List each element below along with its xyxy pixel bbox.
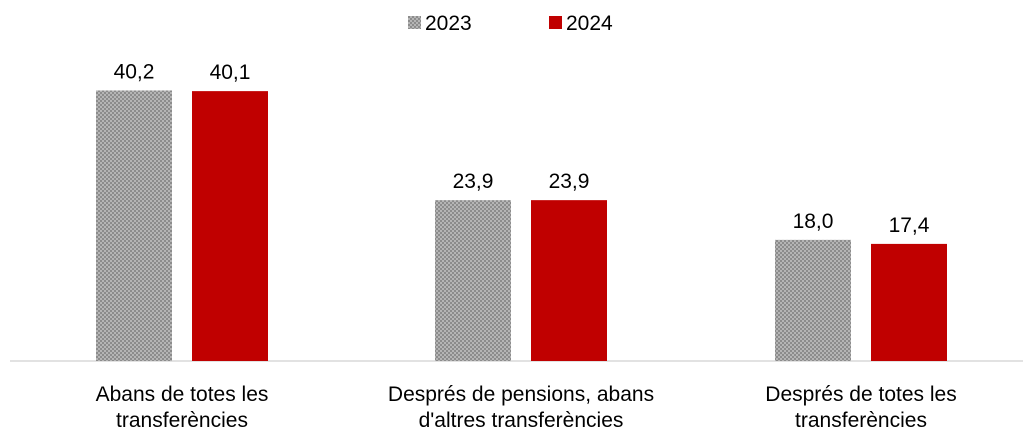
plot-area: 40,2 23,9 18,0 40,1 23,9 17,4 Abans de totes l… [10,60,1023,432]
data-label-2024-3: 17,4 [889,214,930,237]
category-label-3-line-2: transferències [795,409,927,432]
bar-2023-2 [435,200,511,361]
legend-swatch-2024 [549,16,562,29]
bar-2024-1 [192,91,268,361]
legend-swatch-2023 [408,16,421,29]
category-label-2-line-1: Després de pensions, abans [388,383,654,406]
data-label-2024-1: 40,1 [210,61,251,84]
data-label-2023-3: 18,0 [793,210,834,233]
bar-2023-3 [775,239,851,361]
category-label-3-line-1: Després de totes les [765,383,956,406]
data-label-2024-2: 23,9 [549,170,590,193]
data-label-2023-2: 23,9 [453,170,494,193]
bar-2024-3 [871,243,947,361]
data-label-2023-1: 40,2 [114,60,155,83]
legend: 2023 2024 [408,12,613,35]
bar-2024-2 [531,200,607,361]
legend-label-2024: 2024 [566,12,613,35]
category-label-1-line-2: transferències [116,409,248,432]
category-label-2-line-2: d'altres transferències [419,409,624,432]
bar-2023-1 [96,90,172,361]
category-label-1-line-1: Abans de totes les [96,383,269,406]
legend-label-2023: 2023 [425,12,472,35]
